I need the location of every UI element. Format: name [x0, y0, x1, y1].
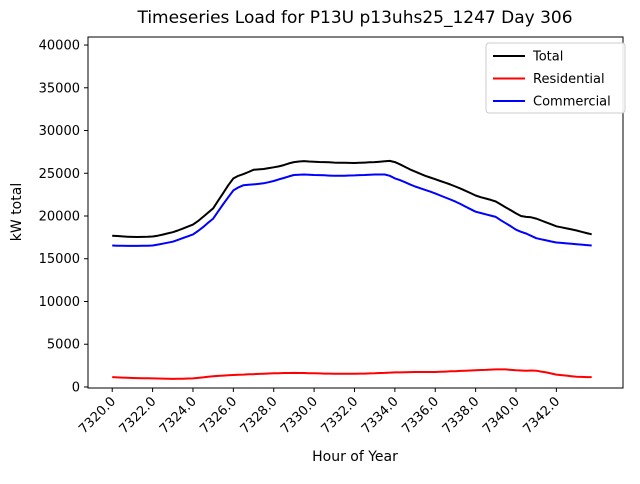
x-tick-label: 7338.0	[440, 394, 483, 437]
y-tick-label: 15000	[39, 252, 80, 267]
y-tick-label: 10000	[39, 295, 80, 310]
x-tick-label: 7332.0	[319, 394, 362, 437]
x-axis-label: Hour of Year	[312, 449, 398, 465]
legend-box	[485, 42, 626, 114]
x-tick-label: 7324.0	[157, 394, 200, 437]
series-line-commercial	[112, 173, 592, 247]
x-tick-label: 7336.0	[399, 394, 442, 437]
axes-spines	[87, 36, 624, 389]
x-tick-label: 7320.0	[76, 394, 119, 437]
legend-label: Commercial	[533, 95, 611, 110]
chart-title: Timeseries Load for P13U p13uhs25_1247 D…	[136, 8, 572, 28]
y-tick-label: 35000	[39, 81, 80, 96]
y-axis-label: kW total	[9, 183, 25, 241]
y-tick-label: 0	[72, 380, 80, 395]
y-tick-label: 5000	[47, 338, 80, 353]
x-tick-label: 7322.0	[117, 394, 160, 437]
series-line-total	[112, 159, 592, 238]
y-tick-label: 20000	[39, 210, 80, 225]
legend-label: Residential	[533, 72, 605, 87]
x-tick-label: 7342.0	[520, 394, 563, 437]
x-tick-label: 7328.0	[238, 394, 281, 437]
y-tick-label: 40000	[39, 39, 80, 54]
y-tick-label: 25000	[39, 167, 80, 182]
x-tick-label: 7334.0	[359, 394, 402, 437]
y-tick-label: 30000	[39, 124, 80, 139]
legend-label: Total	[532, 50, 563, 65]
plot-area: 0 5000 10000 15000 20000 25000 30000 35000 40000…	[39, 36, 626, 437]
x-tick-label: 7340.0	[480, 394, 523, 437]
series-line-residential	[112, 368, 592, 380]
x-tick-label: 7326.0	[197, 394, 240, 437]
x-tick-label: 7330.0	[278, 394, 321, 437]
